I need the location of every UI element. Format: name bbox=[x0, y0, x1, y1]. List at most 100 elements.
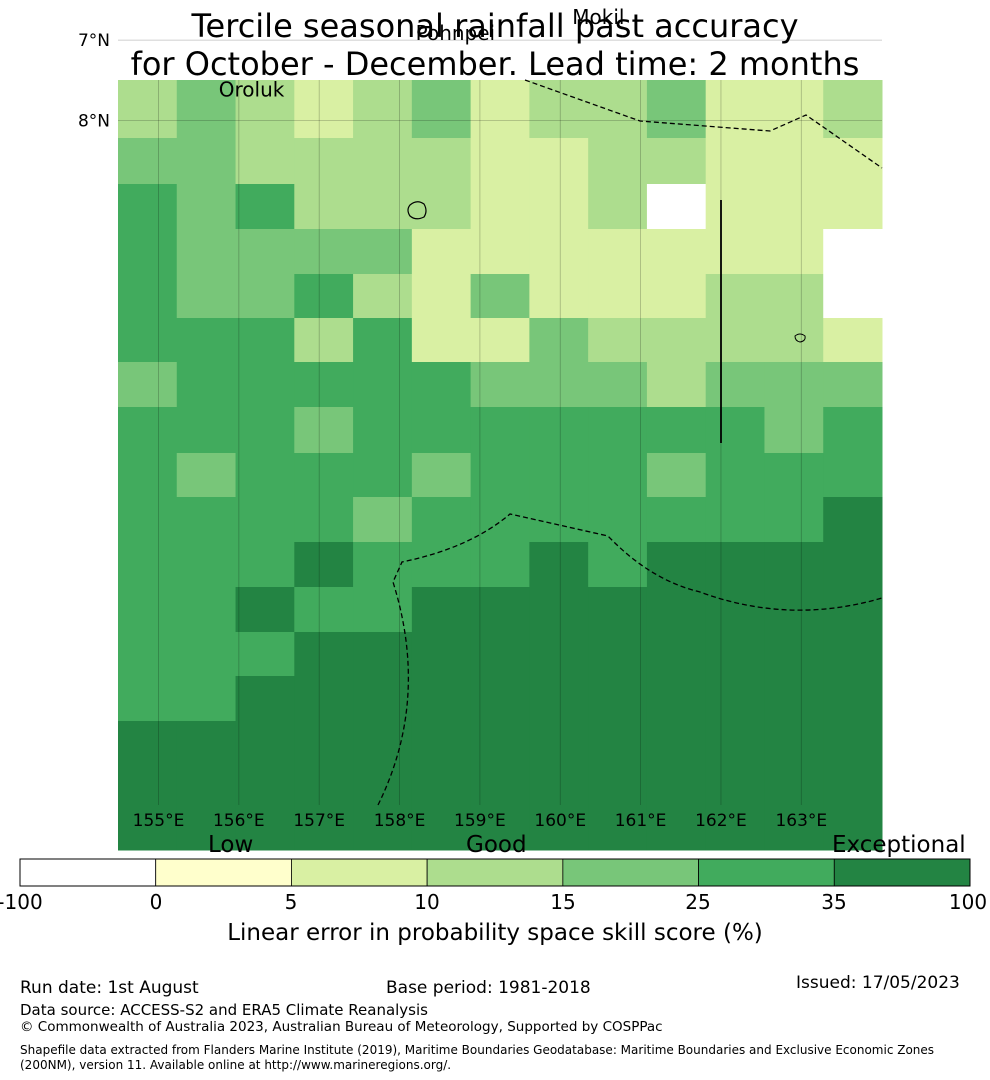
skill-cell bbox=[411, 80, 472, 139]
skill-cell bbox=[235, 721, 295, 766]
skill-cell bbox=[588, 229, 648, 275]
skill-cell bbox=[823, 587, 883, 633]
skill-cell bbox=[764, 362, 824, 408]
colorbar-tick: 0 bbox=[149, 890, 163, 914]
skill-cell bbox=[529, 810, 589, 851]
skill-cell bbox=[411, 453, 472, 498]
skill-cell bbox=[529, 587, 589, 633]
skill-cell bbox=[294, 721, 354, 766]
skill-cell bbox=[294, 184, 354, 230]
skill-cell bbox=[118, 765, 178, 811]
skill-cell bbox=[588, 497, 648, 543]
skill-cell bbox=[823, 229, 883, 275]
skill-cell bbox=[705, 229, 765, 275]
place-labels: OrolukPohnpeiMokilPingelapNgatikKosraeNu… bbox=[219, 5, 625, 101]
skill-cell bbox=[411, 362, 472, 408]
skill-cell bbox=[235, 453, 295, 498]
category-low: Low bbox=[208, 832, 254, 858]
skill-cell bbox=[353, 765, 413, 811]
colorbar-label: Linear error in probability space skill … bbox=[227, 920, 763, 946]
longitude-label: 156°E bbox=[213, 811, 265, 831]
skill-cell bbox=[294, 229, 354, 275]
skill-cell bbox=[118, 497, 178, 543]
skill-cell bbox=[705, 274, 765, 319]
skill-cell bbox=[823, 184, 883, 230]
colorbar-tick: 25 bbox=[685, 890, 711, 914]
skill-cell bbox=[588, 542, 648, 588]
skill-cell bbox=[235, 587, 295, 633]
skill-cell bbox=[176, 632, 237, 677]
colorbar-tick: -100 bbox=[0, 890, 43, 914]
skill-cell bbox=[529, 632, 589, 677]
longitude-label: 159°E bbox=[454, 811, 506, 831]
skill-cell bbox=[705, 407, 765, 454]
skill-cell bbox=[823, 542, 883, 588]
skill-cell bbox=[118, 229, 178, 275]
skill-cell bbox=[470, 138, 530, 185]
skill-cell bbox=[705, 632, 765, 677]
skill-cell bbox=[764, 229, 824, 275]
skill-cell bbox=[764, 721, 824, 766]
skill-cell bbox=[118, 274, 178, 319]
skill-cell bbox=[411, 407, 472, 454]
skill-cell bbox=[705, 587, 765, 633]
skill-cell bbox=[823, 138, 883, 185]
skill-cell bbox=[764, 765, 824, 811]
skill-cell bbox=[235, 632, 295, 677]
skill-cell bbox=[353, 721, 413, 766]
skill-cell bbox=[529, 765, 589, 811]
skill-cell bbox=[235, 542, 295, 588]
skill-cell bbox=[705, 542, 765, 588]
skill-cell bbox=[588, 138, 648, 185]
colorbar-segment bbox=[833, 858, 971, 887]
skill-cell bbox=[353, 587, 413, 633]
skill-cell bbox=[529, 138, 589, 185]
skill-cell bbox=[411, 274, 472, 319]
skill-cell bbox=[294, 318, 354, 363]
skill-cell bbox=[235, 810, 295, 851]
skill-cell bbox=[764, 318, 824, 363]
skill-cell bbox=[588, 318, 648, 363]
longitude-label: 163°E bbox=[775, 811, 827, 831]
colorbar bbox=[19, 858, 971, 887]
skill-cell bbox=[529, 318, 589, 363]
colorbar-segment bbox=[155, 858, 292, 887]
skill-cell bbox=[470, 810, 530, 851]
skill-cell bbox=[411, 229, 472, 275]
skill-cell bbox=[529, 453, 589, 498]
skill-cell bbox=[529, 274, 589, 319]
skill-cell bbox=[353, 80, 413, 139]
skill-cell bbox=[235, 184, 295, 230]
skill-cell bbox=[176, 362, 237, 408]
issued-date: Issued: 17/05/2023 bbox=[796, 973, 960, 993]
skill-cell bbox=[353, 810, 413, 851]
skill-cell bbox=[764, 676, 824, 722]
eez-boundary-north bbox=[524, 79, 883, 169]
colorbar-tick: 5 bbox=[284, 890, 298, 914]
map-title-line1: Tercile seasonal rainfall past accuracy bbox=[191, 7, 799, 45]
skill-cell bbox=[470, 184, 530, 230]
skill-cell bbox=[823, 676, 883, 722]
skill-cell bbox=[294, 542, 354, 588]
category-good: Good bbox=[466, 832, 527, 858]
skill-cell bbox=[764, 542, 824, 588]
skill-cell bbox=[764, 810, 824, 851]
skill-cell bbox=[588, 810, 648, 851]
skill-cell bbox=[646, 676, 707, 722]
skill-cell bbox=[646, 632, 707, 677]
skill-cell bbox=[353, 184, 413, 230]
skill-cell bbox=[176, 138, 237, 185]
skill-cell bbox=[353, 138, 413, 185]
pohnpei-island-outline bbox=[407, 201, 427, 220]
skill-cell bbox=[823, 274, 883, 319]
skill-cell bbox=[705, 765, 765, 811]
skill-cell bbox=[764, 497, 824, 543]
skill-cell bbox=[588, 721, 648, 766]
skill-cell bbox=[764, 407, 824, 454]
skill-cell bbox=[353, 542, 413, 588]
skill-cell bbox=[411, 542, 472, 588]
skill-cell bbox=[646, 138, 707, 185]
skill-cell bbox=[411, 632, 472, 677]
skill-cell bbox=[294, 274, 354, 319]
skill-cell bbox=[411, 810, 472, 851]
